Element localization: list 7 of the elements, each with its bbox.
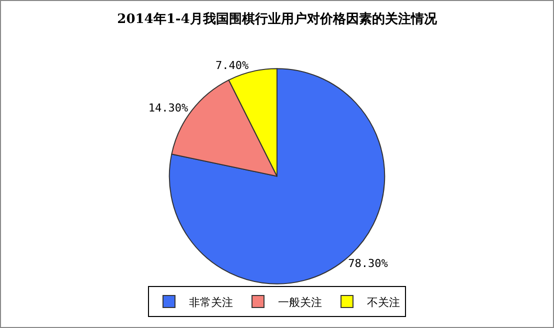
legend-label: 不关注 <box>367 296 400 309</box>
legend-label: 非常关注 <box>189 296 233 309</box>
data-label: 14.30% <box>148 102 188 115</box>
chart-title: 2014年1-4月我国围棋行业用户对价格因素的关注情况 <box>117 11 438 28</box>
data-label: 78.30% <box>348 257 388 270</box>
legend-label: 一般关注 <box>278 296 322 309</box>
data-label: 7.40% <box>215 58 249 72</box>
